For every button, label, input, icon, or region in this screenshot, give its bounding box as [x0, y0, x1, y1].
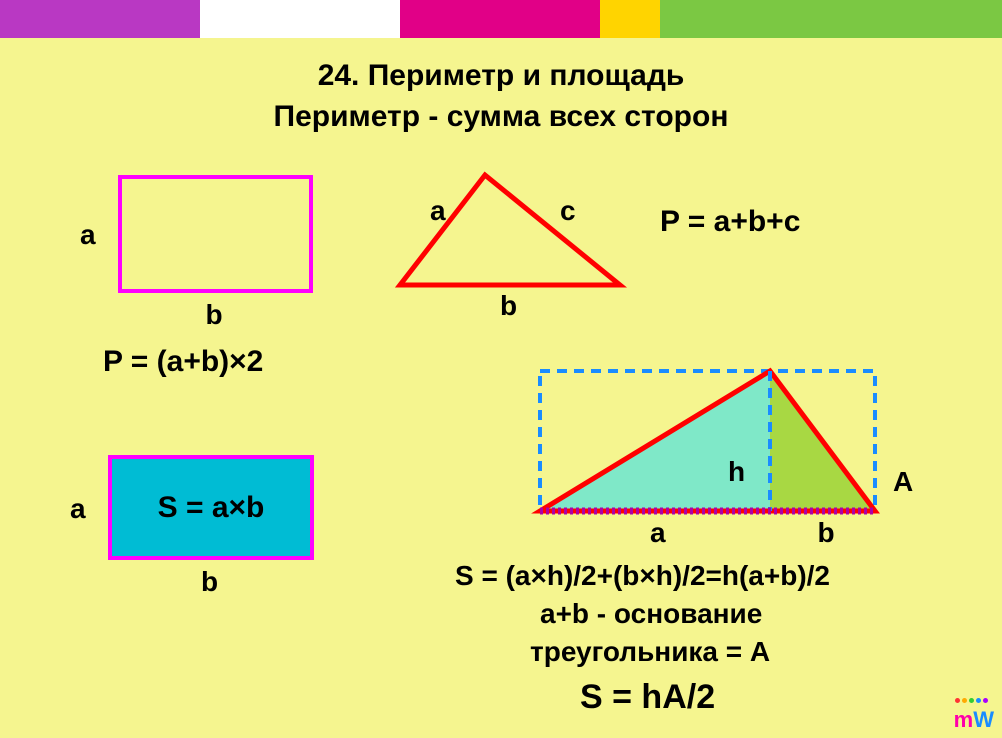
tri2-formula4: S = hA/2 [580, 678, 715, 717]
rect2-label-b: b [201, 566, 218, 598]
tri2-label-h: h [728, 456, 745, 488]
title-line1: 24. Периметр и площадь [0, 56, 1002, 97]
bar-seg-3 [400, 0, 600, 38]
tri2-label-a: a [650, 517, 666, 549]
bar-seg-4 [600, 0, 660, 38]
logo-w: W [973, 707, 994, 732]
tri2-formula1: S = (a×h)/2+(b×h)/2=h(a+b)/2 [455, 560, 830, 592]
title-line2: Периметр - сумма всех сторон [0, 97, 1002, 138]
tri2-label-b: b [818, 517, 835, 549]
tri1-label-a: a [430, 195, 446, 227]
rect1-label-a: a [80, 219, 96, 251]
rect1-formula: P = (a+b)×2 [103, 345, 263, 379]
top-color-bar [0, 0, 1002, 38]
bar-seg-1 [0, 0, 200, 38]
tri1-label-b: b [500, 290, 517, 322]
tri1-label-c: c [560, 195, 576, 227]
tri1-formula: P = a+b+c [660, 205, 800, 239]
logo: mW [954, 707, 994, 733]
bar-seg-2 [200, 0, 400, 38]
logo-dots [954, 690, 989, 708]
bar-seg-5 [660, 0, 1002, 38]
rect2-label-a: a [70, 493, 86, 525]
rectangle-perimeter [118, 175, 313, 293]
slide-title: 24. Периметр и площадь Периметр - сумма … [0, 56, 1002, 137]
logo-m: m [954, 707, 974, 732]
rect1-label-b: b [206, 299, 223, 331]
tri2-formula3: треугольника = A [530, 636, 770, 668]
tri2-label-A: A [893, 466, 913, 498]
tri2-formula2: a+b - основание [540, 598, 762, 630]
rectangle-area: S = a×b [108, 455, 314, 560]
rect2-inner-text: S = a×b [158, 491, 265, 525]
